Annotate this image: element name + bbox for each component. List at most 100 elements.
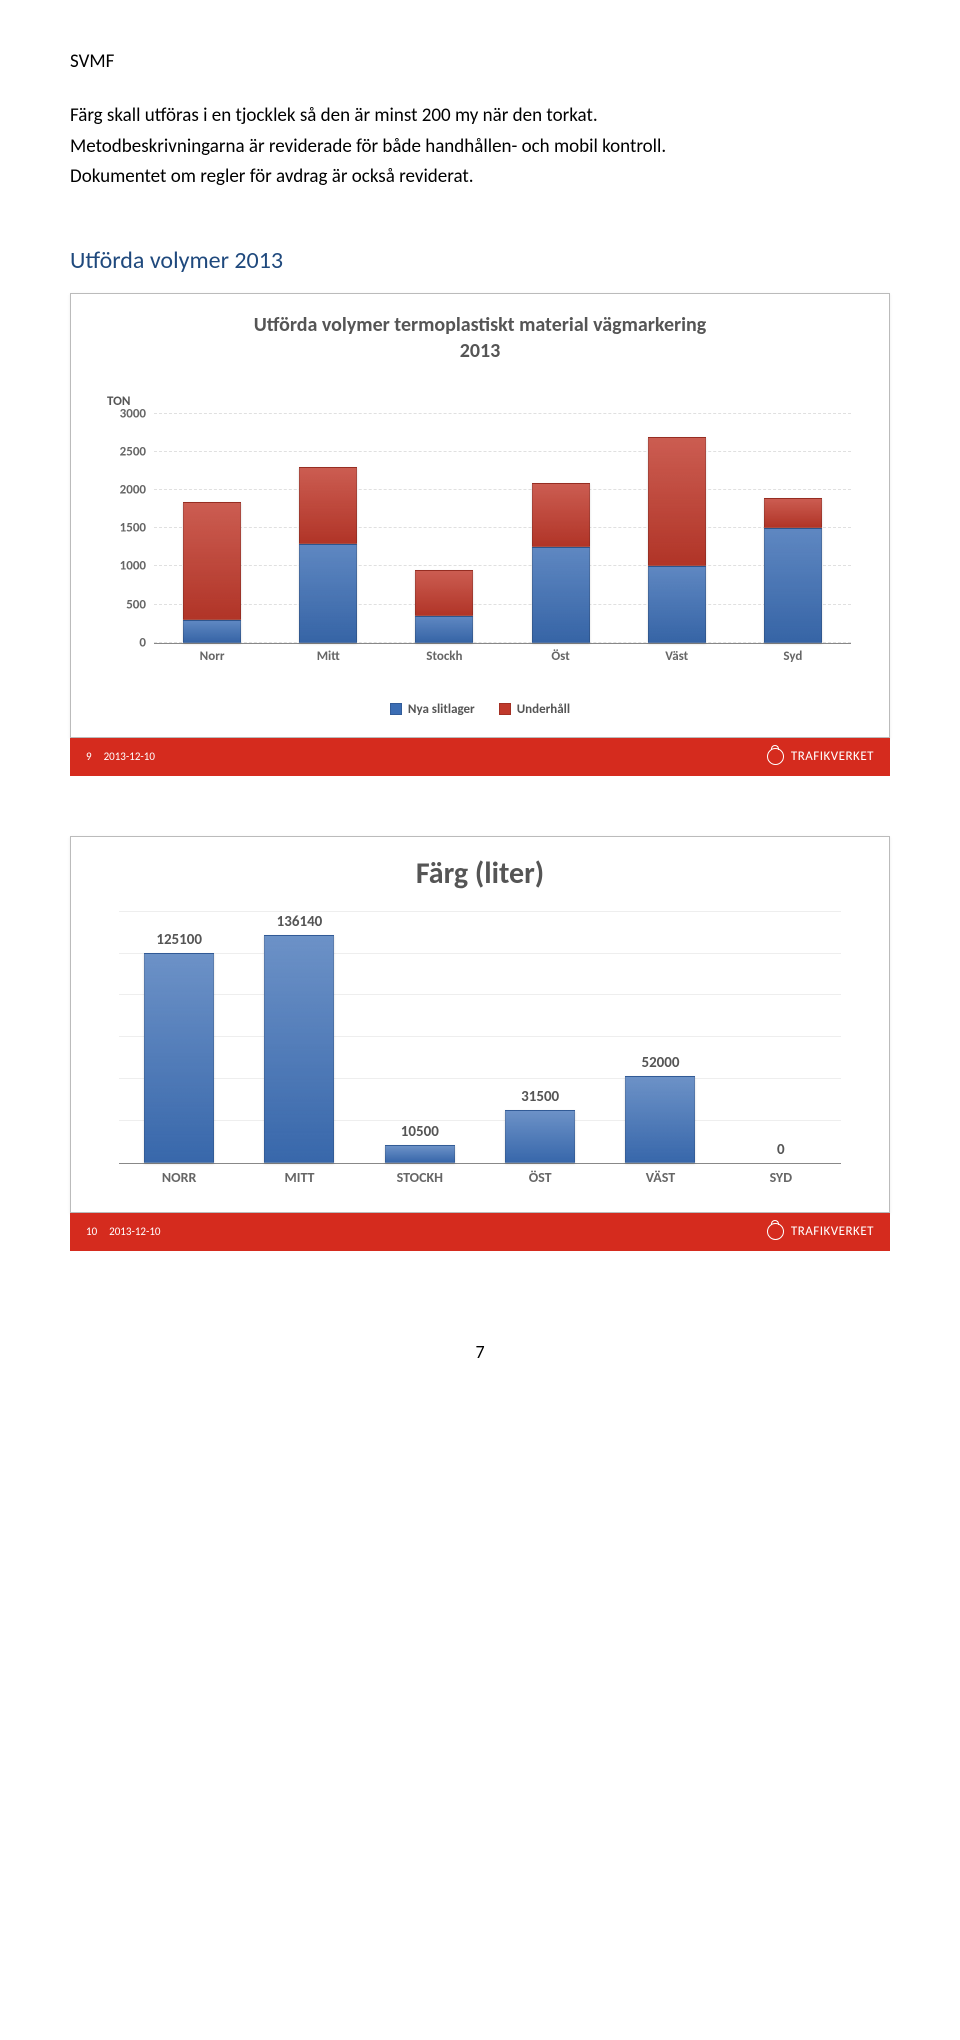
chart1-tick-label: 2000 [120, 483, 146, 498]
chart2-plot: 125100NORR 136140MITT 10500STOCKH 31500ÖST 5… [119, 912, 841, 1164]
legend-item-nya: Nya slitlager [390, 702, 475, 717]
chart1-bar-slot: Öst [531, 414, 591, 643]
document-header: SVMF [70, 50, 890, 73]
chart1-seg-underhall [415, 570, 473, 616]
chart1-bar-slot: Norr [182, 414, 242, 643]
chart1-plot: 050010001500200025003000NorrMittStockhÖs… [154, 414, 851, 644]
brand-text: TRAFIKVERKET [791, 749, 874, 764]
chart1-bar [764, 498, 822, 643]
slide9-number: 9 [86, 750, 92, 763]
chart2-bars-row: 125100NORR 136140MITT 10500STOCKH 31500ÖST 5… [119, 912, 841, 1163]
chart1-tick-label: 3000 [120, 406, 146, 421]
paragraph: Metodbeskrivningarna är reviderade för b… [70, 134, 890, 161]
chart1-seg-nya [415, 616, 473, 643]
slide-10: Färg (liter) 125100NORR136140MITT10500ST… [70, 836, 890, 1213]
chart2-bar-slot: 125100NORR [144, 912, 214, 1163]
chart2-area: 125100NORR136140MITT10500STOCKH31500ÖST5… [99, 902, 861, 1192]
chart1-seg-nya [299, 544, 357, 643]
chart1-title: Utförda volymer termoplastiskt material … [99, 312, 861, 364]
chart2-category-label: MITT [284, 1169, 314, 1186]
legend-item-underhall: Underhåll [499, 702, 570, 717]
chart1-bar-slot: Syd [763, 414, 823, 643]
chart1-seg-underhall [648, 437, 706, 567]
chart1-tick-label: 0 [139, 635, 146, 650]
chart1-bar [648, 437, 706, 643]
chart1-seg-nya [532, 547, 590, 642]
chart2-bar-slot: 10500STOCKH [385, 912, 455, 1163]
chart1-tick-label: 1000 [120, 559, 146, 574]
chart2-value-label: 10500 [401, 1123, 439, 1141]
slide-9: Utförda volymer termoplastiskt material … [70, 293, 890, 738]
paragraph: Färg skall utföras i en tjocklek så den … [70, 103, 890, 130]
chart1-bar [532, 482, 590, 642]
chart2-bar-slot: 31500ÖST [505, 912, 575, 1163]
slide9-footer-left: 9 2013-12-10 [86, 750, 155, 763]
slide10-number: 10 [86, 1225, 97, 1238]
chart1-seg-nya [648, 566, 706, 642]
chart2-category-label: STOCKH [397, 1169, 443, 1186]
page-number: 7 [70, 1341, 890, 1381]
chart1-title-line2: 2013 [460, 339, 501, 363]
trafikverket-icon [767, 1223, 784, 1240]
chart1-category-label: Norr [200, 649, 225, 664]
chart2-bar [505, 1110, 575, 1163]
chart1-bars-row: Norr Mitt Stockh Öst Väst Syd [154, 414, 851, 643]
slide10-date: 2013-12-10 [109, 1225, 160, 1238]
brand-text: TRAFIKVERKET [791, 1224, 874, 1239]
chart1-category-label: Väst [665, 649, 688, 664]
section-title: Utförda volymer 2013 [70, 246, 890, 275]
chart1-bar [415, 570, 473, 643]
chart2-bar [625, 1076, 695, 1163]
chart1-bar [183, 502, 241, 643]
chart1-title-line1: Utförda volymer termoplastiskt material … [254, 313, 707, 337]
chart1-category-label: Syd [783, 649, 802, 664]
chart2-bar [144, 953, 214, 1162]
chart1-category-label: Mitt [317, 649, 340, 664]
slide10-footer: 10 2013-12-10 TRAFIKVERKET [70, 1213, 890, 1251]
chart1-category-label: Öst [551, 649, 569, 664]
chart1-seg-underhall [299, 467, 357, 543]
chart1-seg-nya [764, 528, 822, 642]
paragraph: Dokumentet om regler för avdrag är också… [70, 164, 890, 191]
chart1-tick-label: 500 [126, 597, 146, 612]
chart1-box: Utförda volymer termoplastiskt material … [70, 293, 890, 738]
chart2-value-label: 136140 [277, 913, 323, 931]
chart1-bar-slot: Stockh [414, 414, 474, 643]
legend-swatch-underhall [499, 703, 511, 715]
legend-label-nya: Nya slitlager [408, 702, 475, 717]
chart2-bar-slot: 52000VÄST [625, 912, 695, 1163]
brand: TRAFIKVERKET [767, 1223, 874, 1240]
slide9-date: 2013-12-10 [104, 750, 155, 763]
legend-swatch-nya [390, 703, 402, 715]
chart1-bar-slot: Mitt [298, 414, 358, 643]
brand: TRAFIKVERKET [767, 748, 874, 765]
chart2-box: Färg (liter) 125100NORR136140MITT10500ST… [70, 836, 890, 1213]
chart1-category-label: Stockh [426, 649, 462, 664]
chart2-value-label: 31500 [521, 1088, 559, 1106]
chart2-title: Färg (liter) [99, 855, 861, 892]
slide10-footer-left: 10 2013-12-10 [86, 1225, 161, 1238]
chart2-category-label: ÖST [529, 1169, 552, 1186]
chart1-seg-nya [183, 620, 241, 643]
chart1-seg-underhall [183, 502, 241, 620]
chart1-tick-label: 1500 [120, 521, 146, 536]
chart2-bar [385, 1145, 455, 1163]
chart2-category-label: VÄST [646, 1169, 675, 1186]
chart1-seg-underhall [532, 483, 590, 548]
chart1-seg-underhall [764, 498, 822, 529]
chart2-value-label: 0 [777, 1141, 785, 1159]
legend-label-underhall: Underhåll [517, 702, 570, 717]
chart1-area: TON 050010001500200025003000NorrMittStoc… [99, 394, 861, 674]
chart2-category-label: SYD [770, 1169, 792, 1186]
trafikverket-icon [767, 748, 784, 765]
chart2-bar-slot: 0SYD [746, 912, 816, 1163]
slide9-footer: 9 2013-12-10 TRAFIKVERKET [70, 738, 890, 776]
chart1-bar [299, 467, 357, 643]
chart2-value-label: 125100 [156, 931, 202, 949]
chart2-bar [264, 935, 334, 1163]
chart2-bar-slot: 136140MITT [264, 912, 334, 1163]
chart1-tick-label: 2500 [120, 444, 146, 459]
chart1-bar-slot: Väst [647, 414, 707, 643]
chart2-value-label: 52000 [641, 1054, 679, 1072]
chart2-category-label: NORR [162, 1169, 196, 1186]
